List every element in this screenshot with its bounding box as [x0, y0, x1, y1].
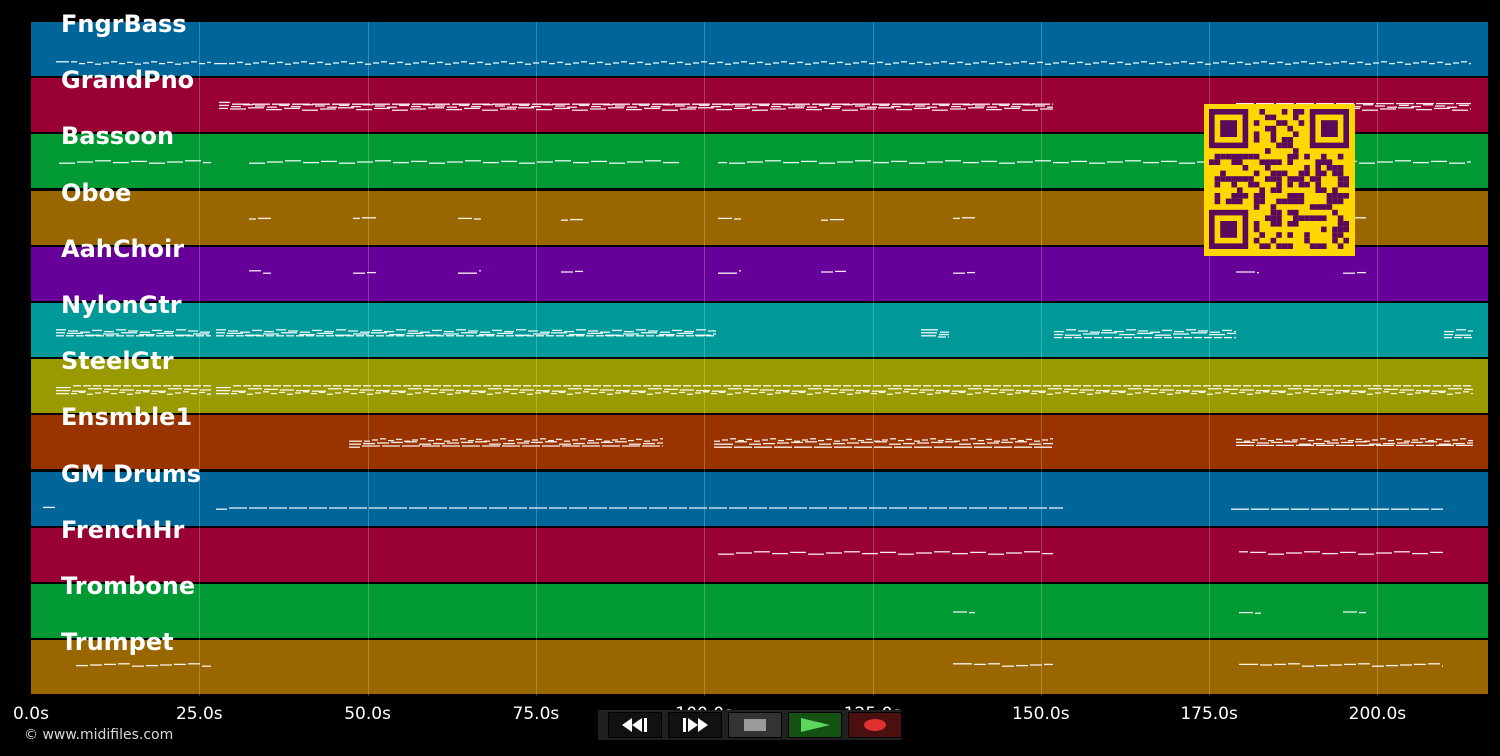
time-tick-label: 0.0s [13, 704, 49, 724]
record-button[interactable] [848, 712, 902, 738]
time-tick-label: 50.0s [344, 704, 391, 724]
track-label: FngrBass [61, 10, 187, 38]
track-notes [249, 269, 1366, 274]
track-label: Trumpet [61, 628, 174, 657]
track-notes [56, 61, 1471, 65]
record-icon [864, 719, 886, 731]
track-row[interactable]: SteelGtr [31, 347, 1488, 414]
qr-code-icon [1209, 109, 1349, 249]
play-icon [801, 718, 830, 732]
track-notes [76, 663, 1443, 668]
track-row[interactable]: Trombone [31, 572, 1488, 638]
track-notes [56, 385, 1473, 396]
rewind-button[interactable] [608, 712, 662, 738]
transport-controls [598, 710, 902, 740]
track-row[interactable]: Ensmble1 [31, 403, 1488, 470]
track-label: FrenchHr [61, 515, 185, 544]
track-row[interactable]: FngrBass [31, 10, 1488, 76]
time-tick-label: 75.0s [512, 704, 560, 724]
track-notes [718, 550, 1443, 555]
stop-button[interactable] [728, 712, 782, 738]
track-label: Bassoon [61, 122, 175, 151]
fast-forward-button[interactable] [668, 712, 722, 738]
rewind-icon [622, 718, 647, 732]
track-notes [56, 329, 1473, 339]
track-label: Ensmble1 [61, 403, 193, 432]
copyright-text: © www.midifiles.com [24, 727, 174, 743]
track-label: AahChoir [61, 234, 185, 263]
time-tick-label: 25.0s [175, 704, 223, 724]
stop-icon [744, 719, 766, 731]
play-button[interactable] [788, 712, 842, 738]
time-tick-label: 175.0s [1180, 704, 1238, 724]
time-tick-label: 200.0s [1348, 704, 1407, 724]
track-label: GM Drums [61, 459, 202, 488]
track-notes [43, 506, 1443, 510]
track-row[interactable]: FrenchHr [31, 516, 1488, 582]
track-row[interactable]: NylonGtr [31, 291, 1488, 357]
track-label: NylonGtr [61, 291, 182, 319]
track-row[interactable]: AahChoir [31, 235, 1488, 301]
track-row[interactable]: GM Drums [31, 460, 1488, 526]
time-tick-label: 150.0s [1012, 704, 1070, 724]
fast-forward-icon [683, 718, 708, 732]
track-row[interactable]: Trumpet [31, 628, 1488, 695]
track-notes [59, 160, 1471, 165]
track-label: GrandPno [61, 66, 195, 95]
qr-code [1204, 104, 1355, 256]
track-notes [349, 438, 1473, 449]
track-notes [953, 611, 1366, 614]
track-label: Oboe [61, 178, 132, 207]
track-label: SteelGtr [61, 347, 174, 376]
track-label: Trombone [61, 572, 196, 600]
